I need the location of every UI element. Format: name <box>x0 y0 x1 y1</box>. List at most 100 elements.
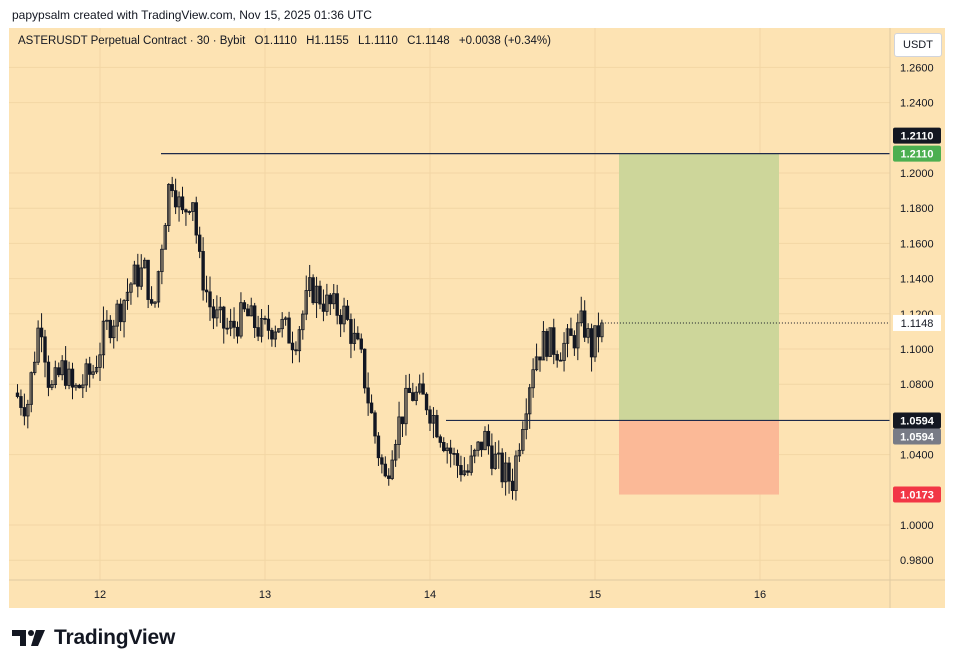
candle[interactable] <box>129 281 133 305</box>
candle[interactable] <box>70 362 75 400</box>
candle[interactable] <box>428 405 432 432</box>
candle[interactable] <box>362 348 367 394</box>
candle[interactable] <box>242 299 247 313</box>
candle[interactable] <box>87 356 92 388</box>
candle[interactable] <box>118 298 123 331</box>
candle[interactable] <box>211 298 216 330</box>
candle[interactable] <box>266 304 271 340</box>
candle[interactable] <box>63 346 68 390</box>
candle[interactable] <box>576 313 580 361</box>
candle[interactable] <box>311 274 315 305</box>
candle[interactable] <box>411 382 415 402</box>
candle[interactable] <box>273 325 278 348</box>
chart-area[interactable] <box>9 28 945 608</box>
candle[interactable] <box>479 441 484 457</box>
candle[interactable] <box>521 421 525 455</box>
candle[interactable] <box>582 300 587 342</box>
candle[interactable] <box>53 360 58 389</box>
candle[interactable] <box>462 457 467 477</box>
candle[interactable] <box>163 222 168 250</box>
candle[interactable] <box>342 297 346 333</box>
candle[interactable] <box>180 186 185 215</box>
candle[interactable] <box>552 318 556 365</box>
candle[interactable] <box>60 355 64 381</box>
candle[interactable] <box>548 327 553 357</box>
candle[interactable] <box>424 392 429 416</box>
candle[interactable] <box>46 355 51 397</box>
candle[interactable] <box>483 426 487 451</box>
candle[interactable] <box>228 308 233 337</box>
candle[interactable] <box>232 307 236 339</box>
candle[interactable] <box>356 326 360 341</box>
candle[interactable] <box>400 416 405 438</box>
candle[interactable] <box>335 284 339 325</box>
candle[interactable] <box>187 210 192 215</box>
candle[interactable] <box>414 386 418 406</box>
candle[interactable] <box>215 295 219 327</box>
candle[interactable] <box>369 394 374 414</box>
candle[interactable] <box>438 434 443 448</box>
candle[interactable] <box>36 320 40 366</box>
candle[interactable] <box>431 407 436 439</box>
candle[interactable] <box>252 302 257 338</box>
candle[interactable] <box>204 275 209 303</box>
candle[interactable] <box>383 456 388 478</box>
candle[interactable] <box>84 358 88 392</box>
candle[interactable] <box>586 323 590 344</box>
candle[interactable] <box>497 440 501 469</box>
candle[interactable] <box>476 440 480 457</box>
candle[interactable] <box>507 456 511 494</box>
candle[interactable] <box>249 297 253 317</box>
candle[interactable] <box>455 449 460 478</box>
candle[interactable] <box>122 299 126 338</box>
candle[interactable] <box>294 341 298 356</box>
candle[interactable] <box>555 350 559 368</box>
candle[interactable] <box>545 328 549 362</box>
candle[interactable] <box>297 326 302 363</box>
candle[interactable] <box>22 393 27 426</box>
profit-zone[interactable] <box>619 153 779 421</box>
candle[interactable] <box>562 332 566 372</box>
candle[interactable] <box>469 445 473 476</box>
candle[interactable] <box>318 280 322 310</box>
candle[interactable] <box>558 352 563 362</box>
candle[interactable] <box>149 286 154 306</box>
candle[interactable] <box>390 450 394 481</box>
candle[interactable] <box>194 196 198 244</box>
candle[interactable] <box>153 301 157 308</box>
candle[interactable] <box>191 202 195 222</box>
candle[interactable] <box>280 312 284 338</box>
candle[interactable] <box>94 355 99 374</box>
symbol-title[interactable]: ASTERUSDT Perpetual Contract · 30 · Bybi… <box>18 35 246 47</box>
candle[interactable] <box>197 226 202 259</box>
candle[interactable] <box>287 311 291 344</box>
candle[interactable] <box>125 278 130 310</box>
candle[interactable] <box>167 183 171 232</box>
candle[interactable] <box>572 330 577 356</box>
candle[interactable] <box>108 315 113 344</box>
candle[interactable] <box>332 284 336 310</box>
candle[interactable] <box>26 399 30 429</box>
candle[interactable] <box>517 443 522 462</box>
candle[interactable] <box>208 276 212 321</box>
candle[interactable] <box>314 276 319 318</box>
candle[interactable] <box>142 257 147 269</box>
candle[interactable] <box>503 452 508 496</box>
candle[interactable] <box>15 384 20 399</box>
candle[interactable] <box>98 342 102 381</box>
candle[interactable] <box>380 454 384 474</box>
candle[interactable] <box>527 383 532 429</box>
candle[interactable] <box>67 361 71 390</box>
candle[interactable] <box>304 275 308 321</box>
candle[interactable] <box>105 310 109 330</box>
candle[interactable] <box>29 371 33 413</box>
candle[interactable] <box>57 362 61 378</box>
candle[interactable] <box>43 329 47 378</box>
candle[interactable] <box>201 237 205 301</box>
candle[interactable] <box>112 319 116 349</box>
candle[interactable] <box>39 313 44 353</box>
candle[interactable] <box>531 358 535 398</box>
candle[interactable] <box>32 351 37 376</box>
candle[interactable] <box>404 374 408 436</box>
